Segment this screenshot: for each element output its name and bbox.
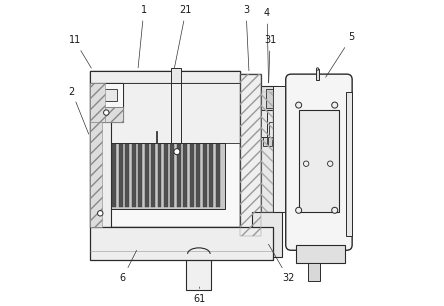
Bar xyxy=(90,227,273,260)
Bar xyxy=(164,144,168,207)
FancyBboxPatch shape xyxy=(286,74,352,250)
Bar xyxy=(90,121,102,227)
Bar xyxy=(268,137,273,146)
Circle shape xyxy=(296,207,301,213)
Bar xyxy=(111,143,225,209)
Text: 3: 3 xyxy=(243,6,249,71)
Bar xyxy=(296,245,345,263)
Bar xyxy=(190,144,194,207)
Bar xyxy=(216,144,220,207)
Circle shape xyxy=(303,161,309,166)
Circle shape xyxy=(317,68,319,70)
Bar xyxy=(151,144,155,207)
Bar xyxy=(125,144,129,207)
Circle shape xyxy=(332,207,338,213)
Bar xyxy=(266,88,274,108)
Text: 2: 2 xyxy=(68,87,89,134)
Bar xyxy=(158,144,162,207)
Circle shape xyxy=(296,102,301,108)
Bar xyxy=(105,106,123,121)
Bar xyxy=(196,144,200,207)
Bar xyxy=(90,70,240,83)
Circle shape xyxy=(98,211,103,216)
Bar xyxy=(183,144,187,207)
Text: 21: 21 xyxy=(174,6,192,68)
Bar xyxy=(145,144,148,207)
Bar xyxy=(90,70,240,227)
Circle shape xyxy=(332,102,338,108)
Bar xyxy=(209,144,213,207)
Bar xyxy=(132,144,135,207)
Bar xyxy=(111,83,240,143)
Text: 4: 4 xyxy=(264,8,270,83)
Bar xyxy=(156,131,157,143)
Bar xyxy=(317,69,319,80)
Bar xyxy=(252,212,282,257)
Text: 5: 5 xyxy=(326,32,354,77)
Text: 61: 61 xyxy=(193,287,206,304)
Text: 1: 1 xyxy=(138,6,147,68)
Bar xyxy=(261,91,273,212)
Bar xyxy=(261,86,278,110)
Bar xyxy=(346,91,353,236)
Circle shape xyxy=(328,161,333,166)
Bar xyxy=(273,86,291,212)
Text: 31: 31 xyxy=(264,35,276,83)
Bar xyxy=(177,144,181,207)
Bar xyxy=(203,144,206,207)
Bar xyxy=(90,83,123,106)
Bar xyxy=(240,73,261,236)
Bar xyxy=(186,254,211,290)
Bar xyxy=(90,83,123,121)
Bar xyxy=(171,68,182,83)
Bar xyxy=(299,110,339,212)
Bar xyxy=(291,80,347,245)
Bar xyxy=(112,144,116,207)
Bar xyxy=(99,88,117,101)
Bar xyxy=(261,91,273,212)
Bar xyxy=(138,144,142,207)
Bar xyxy=(90,121,111,227)
Bar xyxy=(262,137,267,146)
Bar xyxy=(90,83,105,121)
Text: 11: 11 xyxy=(68,35,91,68)
Text: 6: 6 xyxy=(120,250,137,283)
Bar xyxy=(308,263,320,281)
Circle shape xyxy=(103,110,109,115)
Text: 32: 32 xyxy=(269,244,294,283)
Bar xyxy=(261,110,267,137)
Bar xyxy=(170,144,174,207)
Bar xyxy=(240,73,261,236)
Circle shape xyxy=(174,149,180,155)
Bar xyxy=(119,144,123,207)
Bar xyxy=(269,121,274,137)
